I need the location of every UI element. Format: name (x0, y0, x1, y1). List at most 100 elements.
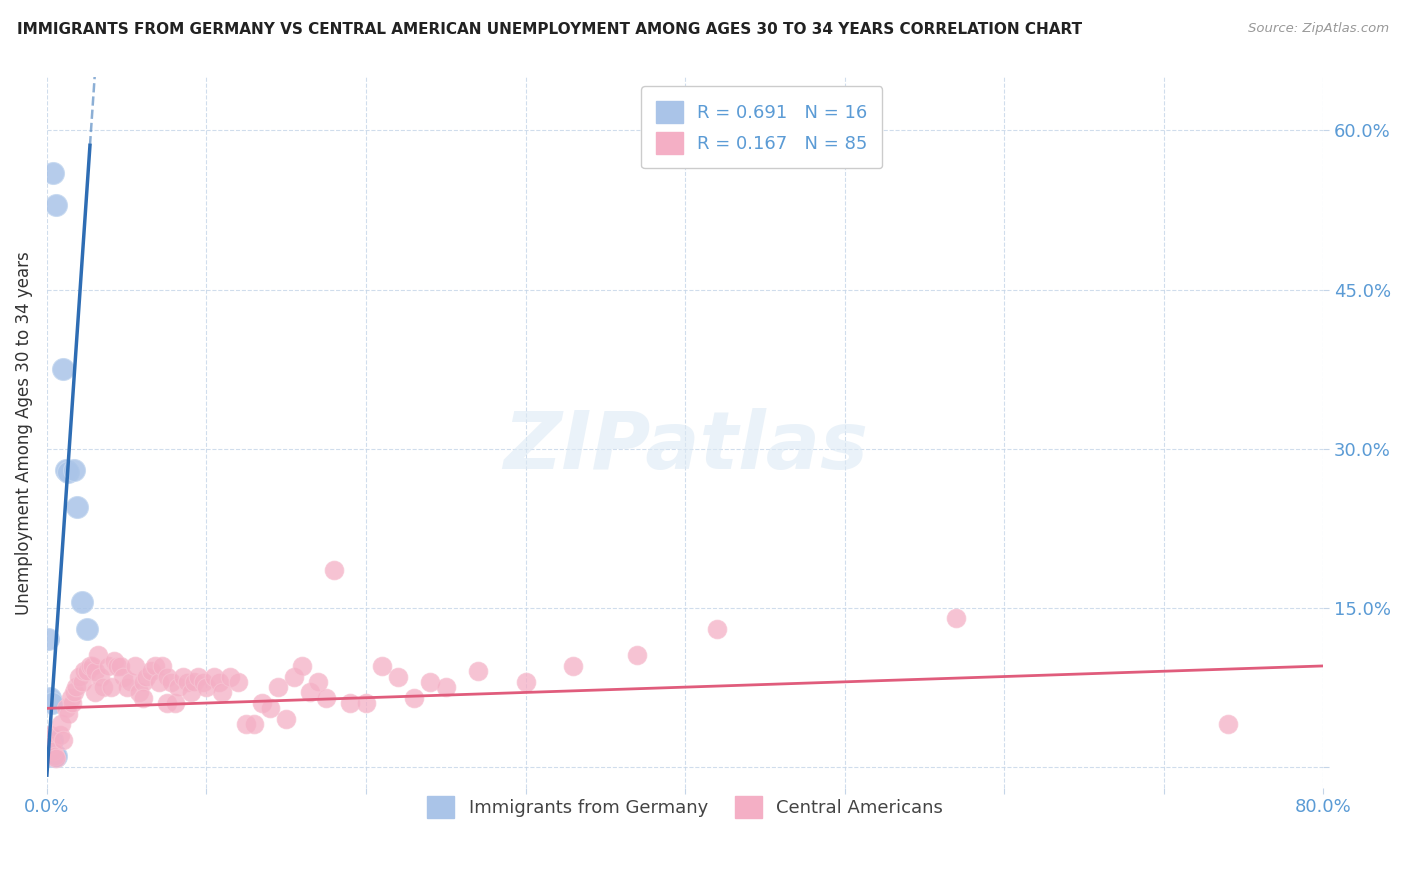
Point (219, 669, 242, 683)
Point (945, 611, 967, 625)
Point (42, 166, 65, 180)
Point (131, 690, 153, 705)
Point (208, 674, 231, 689)
Point (52, 362, 75, 376)
Point (55, 701, 77, 715)
Point (276, 712, 298, 726)
Point (41, 696, 63, 710)
Point (243, 717, 266, 731)
Point (135, 669, 157, 683)
Point (103, 654, 125, 668)
Point (145, 659, 167, 673)
Point (83, 664, 105, 678)
Point (66, 500, 89, 514)
Point (59, 690, 82, 705)
Point (163, 696, 186, 710)
Point (148, 674, 170, 689)
Point (65, 680, 87, 694)
Point (315, 690, 337, 705)
Point (155, 669, 177, 683)
Point (139, 664, 162, 678)
Point (56, 465, 79, 479)
Point (56, 706, 79, 721)
Point (42, 744, 65, 758)
Point (118, 674, 141, 689)
Point (72, 664, 94, 678)
Point (299, 685, 322, 699)
Point (354, 696, 377, 710)
Point (166, 680, 188, 694)
Point (626, 648, 648, 663)
Point (45, 197, 67, 211)
Point (706, 622, 728, 636)
Y-axis label: Unemployment Among Ages 30 to 34 years: Unemployment Among Ages 30 to 34 years (15, 251, 32, 615)
Point (41, 739, 63, 753)
Point (131, 674, 153, 689)
Point (87, 648, 110, 663)
Point (63, 463, 86, 477)
Point (62, 696, 84, 710)
Legend: Immigrants from Germany, Central Americans: Immigrants from Germany, Central America… (420, 789, 950, 825)
Point (44, 749, 66, 764)
Point (45, 751, 67, 765)
Point (63, 685, 86, 699)
Point (79, 659, 101, 673)
Point (39, 728, 62, 742)
Point (339, 696, 361, 710)
Point (193, 674, 215, 689)
Point (179, 685, 201, 699)
Point (371, 659, 394, 673)
Point (76, 622, 98, 636)
Point (124, 659, 146, 673)
Point (1216, 717, 1239, 731)
Point (259, 701, 281, 715)
Point (160, 674, 183, 689)
Point (235, 717, 257, 731)
Point (67, 669, 90, 683)
Point (80, 659, 103, 673)
Point (45, 749, 67, 764)
Point (402, 690, 425, 705)
Point (183, 674, 205, 689)
Point (39, 690, 62, 705)
Point (70, 674, 93, 689)
Text: IMMIGRANTS FROM GERMANY VS CENTRAL AMERICAN UNEMPLOYMENT AMONG AGES 30 TO 34 YEA: IMMIGRANTS FROM GERMANY VS CENTRAL AMERI… (17, 22, 1083, 37)
Point (51, 717, 73, 731)
Point (83, 685, 105, 699)
Point (562, 659, 585, 673)
Point (55, 463, 77, 477)
Point (44, 749, 66, 764)
Point (42, 749, 65, 764)
Point (291, 659, 314, 673)
Point (91, 680, 114, 694)
Point (172, 669, 194, 683)
Point (211, 685, 233, 699)
Point (252, 696, 274, 710)
Point (419, 674, 441, 689)
Point (128, 685, 150, 699)
Point (228, 674, 250, 689)
Point (187, 669, 209, 683)
Point (70, 595, 93, 609)
Point (434, 680, 457, 694)
Point (204, 669, 226, 683)
Point (100, 680, 122, 694)
Point (467, 664, 489, 678)
Point (150, 659, 173, 673)
Point (323, 564, 346, 578)
Point (112, 669, 135, 683)
Point (52, 733, 75, 747)
Point (115, 680, 138, 694)
Point (41, 733, 63, 747)
Point (176, 674, 198, 689)
Point (110, 659, 132, 673)
Point (105, 659, 128, 673)
Point (76, 664, 98, 678)
Point (515, 674, 537, 689)
Point (283, 669, 305, 683)
Point (387, 669, 409, 683)
Text: ZIPatlas: ZIPatlas (503, 408, 868, 486)
Point (89, 669, 111, 683)
Point (155, 696, 177, 710)
Point (267, 680, 290, 694)
